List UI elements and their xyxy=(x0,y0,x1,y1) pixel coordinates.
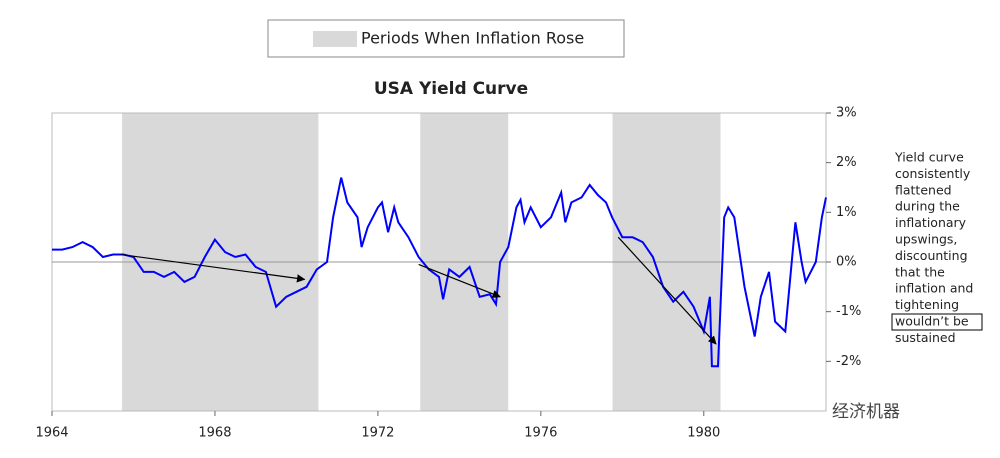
legend-swatch xyxy=(313,31,357,47)
legend-label: Periods When Inflation Rose xyxy=(361,29,584,48)
note-line: during the xyxy=(895,199,960,214)
arrow xyxy=(617,236,717,345)
note-line: consistently xyxy=(895,166,971,181)
y-tick-label: 3% xyxy=(836,106,857,121)
note-line: discounting xyxy=(895,248,968,263)
y-tick-label: 0% xyxy=(836,255,857,270)
chart-title: USA Yield Curve xyxy=(374,79,528,99)
arrow xyxy=(418,263,501,298)
note-line: upswings, xyxy=(895,232,957,247)
note-line: wouldn’t be xyxy=(895,314,969,329)
note-line: Yield curve xyxy=(894,150,964,165)
note-highlight xyxy=(891,313,983,331)
series-line xyxy=(52,177,827,368)
note-line: sustained xyxy=(895,330,956,345)
y-tick-label: -1% xyxy=(836,304,861,319)
note-line: that the xyxy=(895,264,945,279)
x-tick-label: 1964 xyxy=(35,426,68,441)
watermark: 经济机器 xyxy=(832,402,900,422)
note-line: tightening xyxy=(895,297,959,312)
x-tick-label: 1980 xyxy=(687,426,720,441)
arrow xyxy=(121,253,306,283)
x-tick-label: 1972 xyxy=(361,426,394,441)
note-line: flattened xyxy=(895,182,952,197)
note-line: inflation and xyxy=(895,281,973,296)
y-tick-label: -2% xyxy=(836,354,861,369)
x-tick-label: 1976 xyxy=(524,426,557,441)
x-tick-label: 1968 xyxy=(198,426,231,441)
y-tick-label: 1% xyxy=(836,205,857,220)
note-line: inflationary xyxy=(895,215,967,230)
y-tick-label: 2% xyxy=(836,155,857,170)
